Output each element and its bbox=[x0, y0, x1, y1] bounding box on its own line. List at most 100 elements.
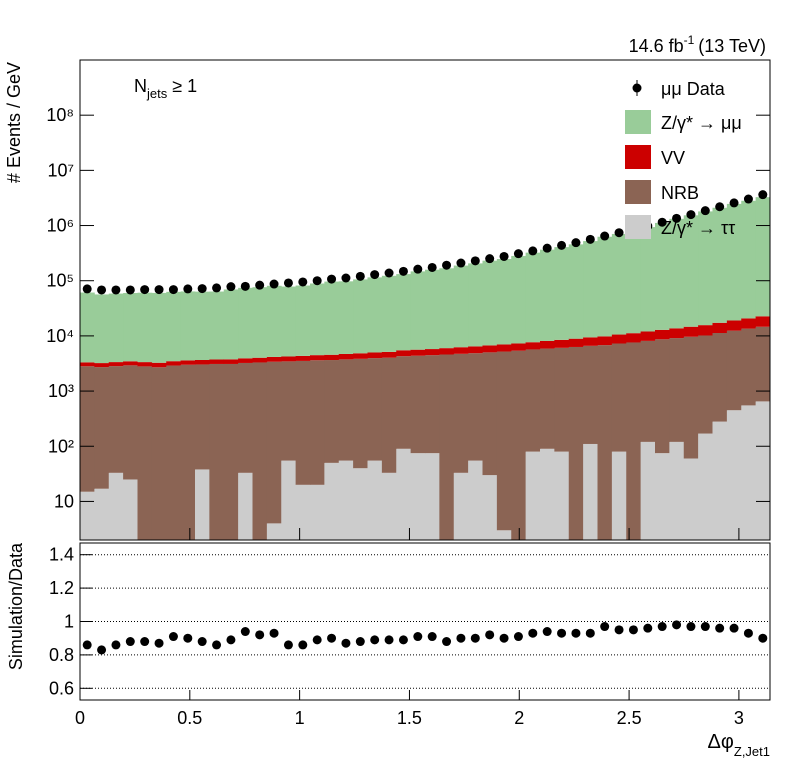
y-tick-label: 10⁶ bbox=[47, 216, 74, 236]
stack-bar bbox=[209, 363, 225, 540]
data-point bbox=[729, 198, 739, 208]
stack-bar bbox=[123, 361, 138, 366]
stack-bar bbox=[683, 336, 699, 459]
legend-label: μμ Data bbox=[661, 79, 726, 99]
ratio-point bbox=[456, 633, 466, 643]
ratio-point bbox=[557, 628, 567, 638]
stack-bar bbox=[496, 530, 512, 540]
ratio-point bbox=[384, 635, 394, 645]
stack-bar bbox=[468, 263, 483, 347]
x-tick-label: 2.5 bbox=[617, 708, 642, 728]
ratio-point bbox=[370, 635, 380, 645]
stack-bar bbox=[568, 338, 584, 347]
lumi-value: 14.6 fb bbox=[629, 36, 684, 56]
stack-bar bbox=[238, 472, 253, 540]
stack-bar bbox=[266, 523, 282, 540]
ratio-point bbox=[298, 640, 308, 650]
ratio-point bbox=[240, 627, 250, 637]
stack-bar bbox=[583, 241, 598, 338]
data-point bbox=[370, 270, 380, 280]
stack-bar bbox=[381, 472, 397, 540]
stack-bar bbox=[137, 362, 153, 367]
stack-bar bbox=[626, 230, 642, 334]
stack-bar bbox=[712, 421, 728, 540]
stack-bar bbox=[367, 277, 383, 353]
data-point bbox=[743, 194, 753, 204]
x-tick-label: 3 bbox=[734, 708, 744, 728]
annotation: Njets ≥ 1 bbox=[134, 76, 197, 101]
stack-bar bbox=[94, 363, 110, 368]
x-tick-label: 0.5 bbox=[177, 708, 202, 728]
stack-bar bbox=[353, 358, 368, 469]
stack-bar bbox=[453, 472, 469, 540]
ratio-point bbox=[125, 637, 135, 647]
stack-bar bbox=[252, 357, 268, 363]
stack-bar bbox=[295, 355, 311, 361]
data-point bbox=[255, 280, 265, 290]
stack-bar bbox=[166, 361, 182, 366]
ratio-point bbox=[528, 628, 538, 638]
stack-bar bbox=[468, 346, 483, 354]
stack-bar bbox=[295, 360, 311, 485]
stack-bar bbox=[712, 207, 728, 323]
data-point bbox=[470, 256, 480, 266]
lumi-exponent: -1 bbox=[684, 33, 695, 47]
y-tick-label: 0.8 bbox=[49, 645, 74, 665]
stack-bar bbox=[425, 355, 440, 454]
x-tick-label: 1.5 bbox=[397, 708, 422, 728]
stack-bar bbox=[755, 197, 771, 317]
ratio-point bbox=[657, 622, 667, 632]
stack-bar bbox=[324, 281, 340, 355]
stack-bar bbox=[583, 345, 598, 444]
ratio-point bbox=[442, 637, 452, 647]
stack-bar bbox=[525, 451, 541, 540]
y-tick-label: 10³ bbox=[48, 381, 74, 401]
stack-bar bbox=[755, 326, 771, 402]
stack-bar bbox=[137, 366, 153, 540]
ratio-point bbox=[97, 645, 107, 655]
stack-bar bbox=[338, 281, 354, 354]
data-point bbox=[585, 234, 595, 244]
legend-swatch bbox=[625, 215, 651, 239]
stack-bar bbox=[295, 484, 311, 540]
stack-bar bbox=[80, 491, 95, 540]
data-point bbox=[600, 231, 610, 241]
stack-bar bbox=[482, 475, 498, 540]
stack-bar bbox=[223, 359, 239, 364]
stack-bar bbox=[324, 354, 340, 361]
stack-bar bbox=[238, 358, 253, 363]
stack-bar bbox=[568, 346, 584, 540]
stack-bar bbox=[683, 458, 699, 540]
stack-bar bbox=[453, 353, 469, 473]
ratio-point bbox=[758, 633, 768, 643]
stack-bar bbox=[195, 469, 210, 540]
stack-bar bbox=[554, 347, 570, 452]
ratio-point bbox=[212, 640, 222, 650]
stack-bar bbox=[726, 410, 742, 540]
legend-label: Z/γ* → μμ bbox=[661, 113, 742, 133]
stack-bar bbox=[712, 322, 728, 334]
stack-bar bbox=[554, 451, 570, 540]
stack-bar bbox=[238, 362, 253, 473]
stack-bar bbox=[482, 345, 498, 353]
stack-bar bbox=[151, 367, 167, 540]
stack-bar bbox=[626, 333, 642, 343]
data-point bbox=[442, 260, 452, 270]
x-axis-subscript: Z,Jet1 bbox=[734, 744, 770, 759]
ratio-frame bbox=[79, 542, 771, 701]
stack-bar bbox=[94, 488, 110, 540]
ratio-point bbox=[269, 628, 279, 638]
stack-bar bbox=[410, 355, 426, 454]
stack-bar bbox=[655, 222, 670, 330]
stack-bar bbox=[468, 353, 483, 461]
stack-bar bbox=[338, 359, 354, 461]
ratio-point bbox=[312, 635, 322, 645]
ratio-point bbox=[470, 633, 480, 643]
stack-bar bbox=[281, 286, 297, 357]
stack-bar bbox=[396, 350, 412, 357]
stack-bar bbox=[425, 269, 440, 350]
stack-bar bbox=[482, 352, 498, 476]
stack-bar bbox=[655, 339, 670, 454]
data-point bbox=[456, 258, 466, 268]
